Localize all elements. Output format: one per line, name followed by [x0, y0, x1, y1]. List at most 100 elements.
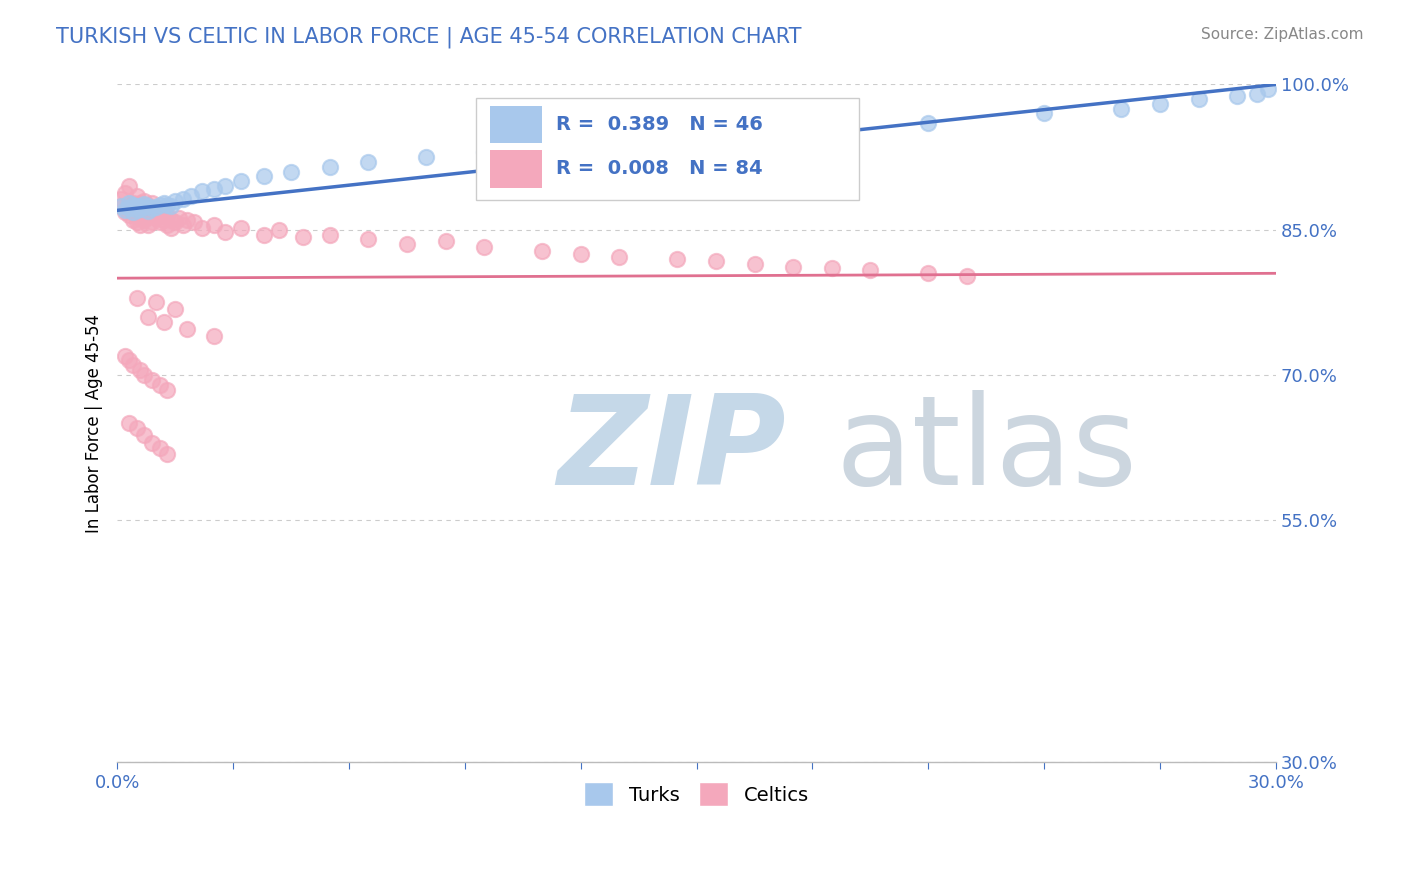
- Point: [269, 223, 291, 237]
- Point: [434, 235, 457, 249]
- Point: [145, 203, 167, 218]
- Point: [415, 150, 437, 164]
- Point: [318, 227, 340, 242]
- Point: [917, 266, 939, 280]
- Point: [121, 197, 143, 211]
- Point: [149, 377, 172, 392]
- Point: [141, 373, 163, 387]
- Point: [136, 310, 159, 324]
- FancyBboxPatch shape: [491, 106, 543, 144]
- Point: [176, 213, 198, 227]
- Point: [859, 263, 882, 277]
- Point: [141, 215, 163, 229]
- Point: [114, 349, 136, 363]
- Point: [202, 182, 225, 196]
- Point: [180, 189, 202, 203]
- Point: [145, 201, 167, 215]
- Point: [1033, 106, 1056, 120]
- Point: [114, 205, 136, 219]
- Point: [141, 195, 163, 210]
- Point: [118, 417, 141, 431]
- Point: [141, 435, 163, 450]
- Point: [136, 198, 159, 212]
- Text: ZIP: ZIP: [558, 390, 786, 511]
- Point: [607, 136, 630, 150]
- Text: R =  0.389   N = 46: R = 0.389 N = 46: [557, 115, 763, 135]
- Point: [121, 213, 143, 227]
- FancyBboxPatch shape: [491, 150, 543, 187]
- Point: [165, 215, 187, 229]
- Point: [1149, 96, 1171, 111]
- Point: [129, 199, 152, 213]
- Point: [125, 215, 148, 229]
- Point: [165, 302, 187, 317]
- Point: [149, 441, 172, 455]
- Point: [156, 383, 179, 397]
- Point: [214, 179, 236, 194]
- Point: [357, 155, 380, 169]
- Point: [136, 208, 159, 222]
- Point: [253, 227, 276, 242]
- Point: [125, 203, 148, 218]
- Point: [125, 198, 148, 212]
- Point: [1257, 82, 1279, 96]
- Point: [134, 213, 156, 227]
- Point: [191, 184, 214, 198]
- Text: TURKISH VS CELTIC IN LABOR FORCE | AGE 45-54 CORRELATION CHART: TURKISH VS CELTIC IN LABOR FORCE | AGE 4…: [56, 27, 801, 48]
- Point: [134, 368, 156, 382]
- Text: Source: ZipAtlas.com: Source: ZipAtlas.com: [1201, 27, 1364, 42]
- Point: [134, 201, 156, 215]
- Point: [125, 421, 148, 435]
- Point: [152, 203, 174, 218]
- Point: [156, 197, 179, 211]
- Point: [685, 130, 707, 145]
- Point: [134, 196, 156, 211]
- Point: [136, 218, 159, 232]
- Point: [121, 195, 143, 210]
- Point: [821, 261, 844, 276]
- Point: [782, 260, 804, 274]
- Point: [956, 269, 979, 284]
- Point: [202, 218, 225, 232]
- Point: [176, 321, 198, 335]
- FancyBboxPatch shape: [477, 98, 859, 200]
- Point: [125, 189, 148, 203]
- Point: [191, 220, 214, 235]
- Point: [129, 211, 152, 226]
- Point: [472, 145, 495, 160]
- Point: [129, 202, 152, 217]
- Point: [110, 198, 132, 212]
- Point: [172, 218, 194, 232]
- Point: [291, 230, 314, 244]
- Point: [136, 198, 159, 212]
- Point: [607, 250, 630, 264]
- Point: [152, 195, 174, 210]
- Point: [114, 203, 136, 218]
- Point: [156, 208, 179, 222]
- Point: [318, 160, 340, 174]
- Point: [172, 192, 194, 206]
- Point: [229, 220, 252, 235]
- Point: [145, 211, 167, 226]
- Y-axis label: In Labor Force | Age 45-54: In Labor Force | Age 45-54: [86, 314, 103, 533]
- Point: [125, 198, 148, 212]
- Point: [167, 211, 190, 226]
- Point: [156, 218, 179, 232]
- Point: [357, 232, 380, 246]
- Point: [136, 204, 159, 219]
- Point: [114, 186, 136, 200]
- Point: [118, 179, 141, 194]
- Point: [1246, 87, 1268, 102]
- Point: [160, 213, 183, 227]
- Point: [165, 194, 187, 208]
- Point: [134, 428, 156, 442]
- Point: [917, 116, 939, 130]
- Point: [110, 192, 132, 206]
- Point: [110, 198, 132, 212]
- Point: [704, 253, 727, 268]
- Point: [125, 291, 148, 305]
- Point: [666, 252, 689, 266]
- Point: [152, 315, 174, 329]
- Point: [141, 205, 163, 219]
- Point: [569, 247, 592, 261]
